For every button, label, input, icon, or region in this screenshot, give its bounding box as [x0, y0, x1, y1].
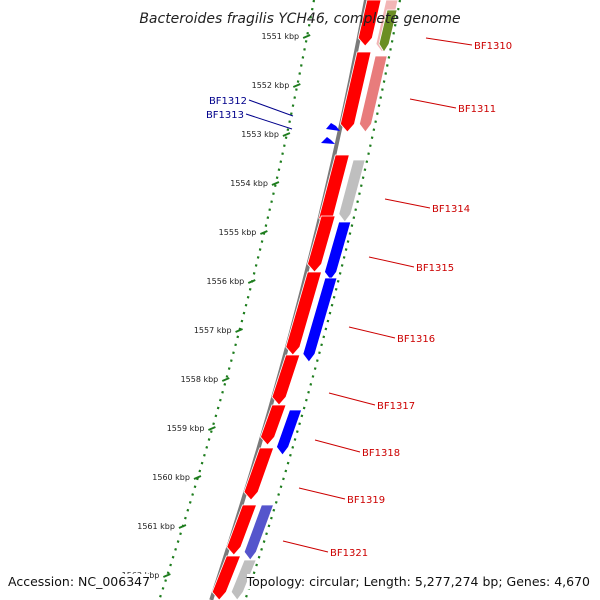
- kbp-tick-mark: [193, 475, 202, 480]
- gene-arrow: [260, 404, 287, 446]
- gene-label: BF1318: [362, 448, 400, 459]
- kbp-tick-label: 1558 kbp: [181, 375, 219, 384]
- gene-arrow: [211, 555, 242, 600]
- leader-line: [348, 326, 396, 339]
- kbp-tick-label: 1557 kbp: [194, 326, 232, 335]
- gene-arrow: [226, 504, 258, 556]
- leader-line: [425, 37, 473, 46]
- map-title: Bacteroides fragilis YCH46, complete gen…: [139, 11, 460, 27]
- gene-label: BF1311: [458, 104, 496, 115]
- leader-line: [282, 540, 329, 553]
- kbp-tick-mark: [162, 573, 171, 578]
- kbp-tick-mark: [271, 181, 280, 186]
- topology-text: Topology: circular; Length: 5,277,274 bp…: [246, 574, 590, 589]
- gene-arrow: [243, 504, 275, 561]
- gene-label: BF1321: [330, 548, 368, 559]
- kbp-tick-mark: [235, 328, 243, 333]
- gene-arrow: [276, 409, 303, 456]
- gene-arrow: [378, 9, 398, 53]
- kbp-tick-mark: [221, 377, 230, 382]
- kbp-tick-label: 1561 kbp: [137, 522, 175, 531]
- leader-line: [409, 98, 457, 109]
- gene-label: BF1319: [347, 495, 385, 506]
- gene-arrow: [357, 0, 382, 47]
- gene-arrow: [243, 447, 275, 501]
- gene-label: BF1313: [206, 110, 244, 121]
- gene-arrow: [339, 51, 372, 133]
- gene-label: BF1314: [432, 204, 470, 215]
- gene-arrow: [307, 215, 336, 273]
- track-outer-left: [158, 0, 316, 600]
- kbp-tick-label: 1560 kbp: [152, 473, 190, 482]
- dotted-tracks: [158, 0, 402, 600]
- kbp-tick-label: 1554 kbp: [230, 179, 268, 188]
- gene-arrow: [324, 221, 352, 281]
- kbp-tick-mark: [302, 34, 311, 39]
- leader-line: [368, 256, 415, 268]
- kbp-tick-mark: [259, 230, 268, 235]
- kbp-tick-mark: [292, 83, 301, 88]
- gene-features: [211, 0, 399, 600]
- kbp-tick-mark: [247, 279, 256, 284]
- gene-label: BF1315: [416, 263, 454, 274]
- kbp-tick-label: 1551 kbp: [261, 32, 299, 41]
- gene-label: BF1310: [474, 41, 512, 52]
- kbp-tick-label: 1559 kbp: [167, 424, 205, 433]
- kbp-tick-label: 1555 kbp: [219, 228, 257, 237]
- accession-text: Accession: NC_006347: [8, 574, 151, 589]
- leader-line: [298, 487, 346, 500]
- leader-line: [314, 439, 361, 453]
- kbp-tick-mark: [208, 426, 216, 431]
- leader-line: [384, 198, 431, 209]
- leader-line: [248, 99, 294, 117]
- gene-arrow: [358, 55, 388, 133]
- leader-line: [245, 113, 293, 130]
- kbp-tick-label: 1552 kbp: [252, 81, 290, 90]
- gene-label: BF1316: [397, 334, 435, 345]
- kbp-tick-mark: [178, 524, 187, 529]
- gene-label: BF1317: [377, 401, 415, 412]
- genome-backbone: [209, 0, 368, 600]
- gene-arrow-bf1313: [321, 137, 335, 144]
- leader-line: [328, 392, 376, 406]
- gene-arrow-bf1312: [326, 123, 340, 131]
- gene-label: BF1312: [209, 96, 247, 107]
- kbp-tick-label: 1556 kbp: [207, 277, 245, 286]
- gene-labels: BF1310 BF1311 BF1312 BF1313 BF1314 BF1315 BF13…: [206, 37, 512, 559]
- gene-arrow: [230, 559, 257, 600]
- gene-arrow: [271, 354, 301, 406]
- backbone-line: [209, 0, 368, 600]
- gene-arrow: [285, 271, 323, 356]
- gene-arrow: [338, 159, 366, 223]
- kbp-tick-mark: [282, 132, 291, 137]
- gene-arrow: [302, 277, 338, 363]
- kbp-tick-label: 1553 kbp: [241, 130, 279, 139]
